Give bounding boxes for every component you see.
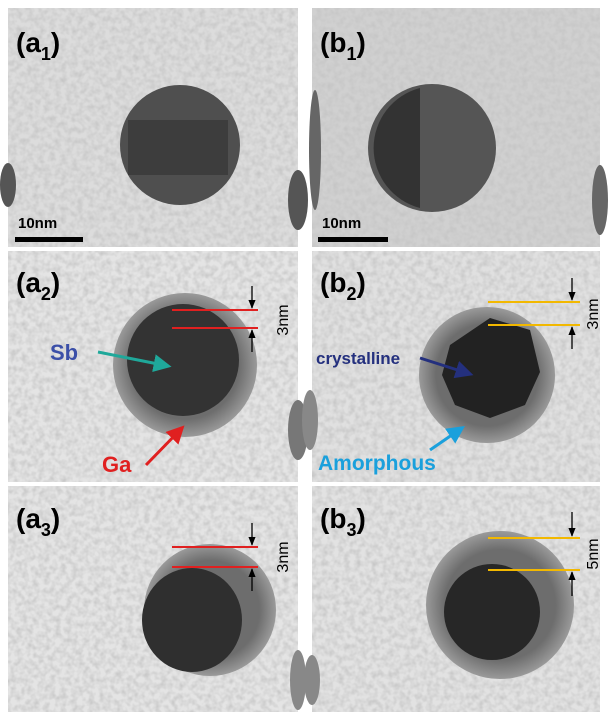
annotation: Ga — [102, 452, 132, 477]
text: ) — [356, 27, 365, 58]
text: 3 — [346, 520, 356, 540]
text: (b — [320, 503, 346, 534]
thickness-label: 3nm — [585, 298, 602, 329]
thickness-label: 3nm — [275, 304, 292, 335]
scale-bar — [318, 237, 388, 242]
text: 1 — [41, 44, 51, 64]
text: (a — [16, 267, 41, 298]
annotation: Amorphous — [318, 452, 436, 475]
text: 2 — [346, 284, 356, 304]
text: (a — [16, 503, 41, 534]
text: 3 — [41, 520, 51, 540]
scale-bar — [15, 237, 83, 242]
text: ) — [356, 503, 365, 534]
text: ) — [51, 503, 60, 534]
scale-bar-label: 10nm — [322, 215, 361, 232]
text: (a — [16, 27, 41, 58]
text: ) — [51, 267, 60, 298]
text: (b — [320, 27, 346, 58]
text: 2 — [41, 284, 51, 304]
text: ) — [51, 27, 60, 58]
thickness-label: 5nm — [585, 538, 602, 569]
text: 1 — [346, 44, 356, 64]
text: (b — [320, 267, 346, 298]
scale-bar-label: 10nm — [18, 215, 57, 232]
annotation: crystalline — [316, 349, 400, 368]
figure: (a1) (b1) (a2) (b2) (a3) (b3) 10nm 10nm … — [0, 0, 608, 718]
text: ) — [356, 267, 365, 298]
thickness-label: 3nm — [275, 541, 292, 572]
annotation: Sb — [50, 340, 78, 365]
